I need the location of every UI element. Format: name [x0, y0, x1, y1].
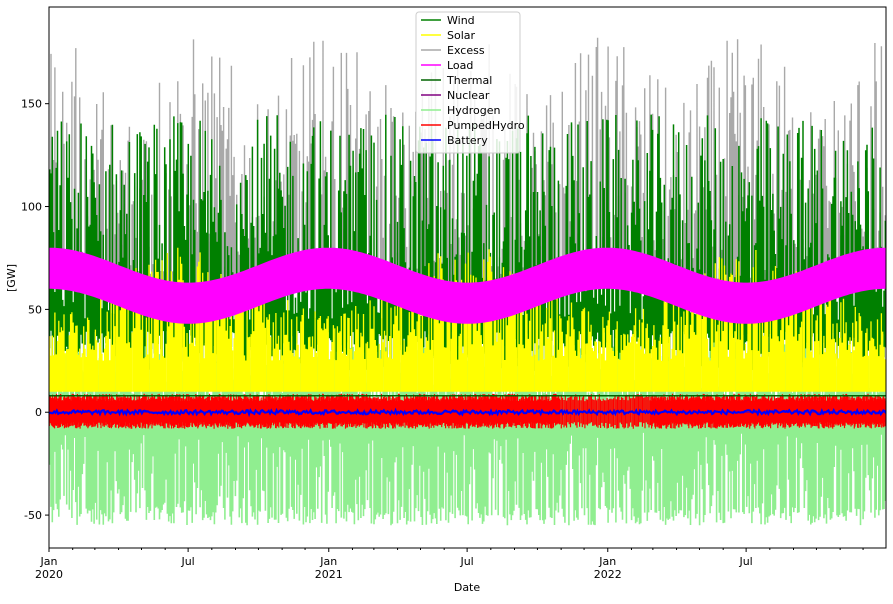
legend-label-thermal: Thermal [446, 74, 492, 87]
x-tick-label: Jan [319, 555, 337, 568]
series-solar [49, 247, 886, 392]
legend: Wind Solar Excess Load Thermal Nuclear Hydroge… [415, 11, 525, 154]
legend-label-battery: Battery [447, 134, 488, 147]
legend-label-nuclear: Nuclear [447, 89, 490, 102]
y-tick-label: 150 [21, 98, 42, 111]
x-tick-sublabel: 2021 [315, 568, 343, 581]
y-tick-label: 50 [28, 303, 42, 316]
y-axis: -50 0 50 100 150 [21, 98, 49, 522]
y-tick-label: 100 [21, 201, 42, 214]
x-tick-sublabel: 2022 [594, 568, 622, 581]
y-tick-label: -50 [24, 509, 42, 522]
series-load [49, 247, 886, 324]
legend-label-solar: Solar [447, 29, 476, 42]
legend-label-excess: Excess [447, 44, 485, 57]
x-tick-label: Jan [40, 555, 58, 568]
x-tick-label: Jan [598, 555, 616, 568]
x-tick-label: Jul [738, 555, 752, 568]
series-battery [49, 407, 886, 418]
x-axis-label: Date [454, 581, 481, 594]
legend-box [415, 11, 521, 154]
legend-label-hydrogen: Hydrogen [447, 104, 501, 117]
x-tick-label: Jul [180, 555, 194, 568]
y-tick-label: 0 [35, 406, 42, 419]
legend-label-wind: Wind [447, 14, 475, 27]
legend-label-pumpedhydro: PumpedHydro [447, 119, 525, 132]
legend-label-load: Load [447, 59, 473, 72]
x-tick-sublabel: 2020 [35, 568, 63, 581]
y-axis-label: [GW] [5, 264, 18, 292]
x-tick-label: Jul [459, 555, 473, 568]
